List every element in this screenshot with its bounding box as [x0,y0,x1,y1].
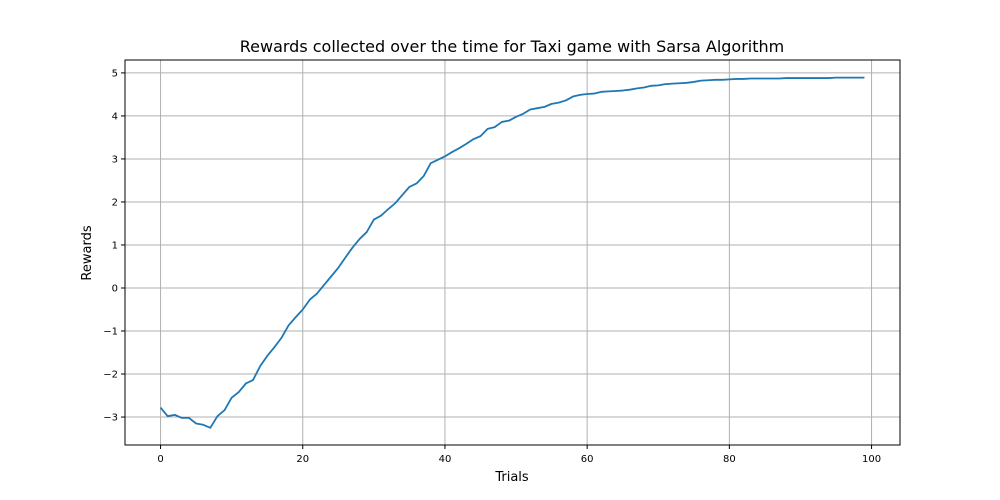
y-axis-label: Rewards [80,225,95,280]
y-tick-label: 2 [112,197,118,208]
grid-lines [125,60,900,445]
y-tick-label: 5 [112,68,118,79]
x-tick-label: 40 [439,454,452,465]
series-group [159,76,865,429]
x-tick-label: 100 [862,454,881,465]
y-axis: −3 −2 −1 0 1 2 3 4 5 [103,68,125,424]
y-tick-label: 0 [112,283,118,294]
y-tick-label: −1 [103,327,118,338]
x-tick-label: 20 [296,454,309,465]
x-axis-label: Trials [494,470,529,485]
rewards-line [159,76,865,429]
plot-frame [124,59,901,446]
y-tick-label: 1 [112,240,118,251]
x-tick-label: 80 [723,454,736,465]
x-tick-label: 60 [581,454,594,465]
y-tick-label: 4 [112,111,118,122]
x-tick-label: 0 [157,454,163,465]
y-tick-label: −3 [103,413,118,424]
x-axis: 0 20 40 60 80 100 [157,445,881,465]
y-tick-label: −2 [103,370,118,381]
y-tick-label: 3 [112,154,118,165]
chart-title: Rewards collected over the time for Taxi… [240,37,784,56]
